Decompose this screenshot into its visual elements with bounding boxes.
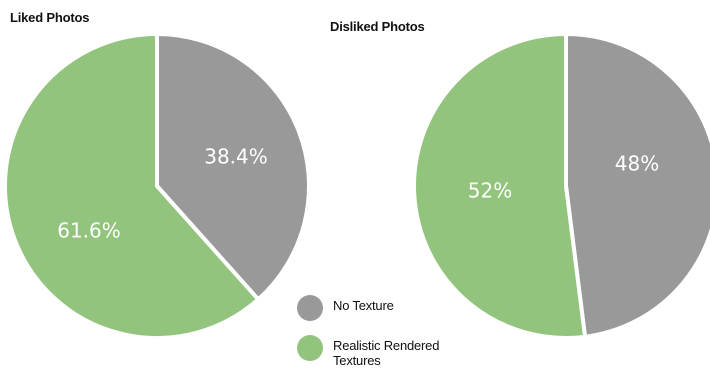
pie-slice-liked-realistic xyxy=(3,32,261,340)
chart-title-disliked: Disliked Photos xyxy=(330,19,425,34)
legend-label-realistic-line-1: Realistic Rendered xyxy=(333,338,440,353)
slice-label-disliked-no-texture: 48% xyxy=(615,152,659,176)
slice-label-liked-no-texture: 38.4% xyxy=(204,145,268,169)
legend-swatch-realistic xyxy=(297,335,323,361)
chart-title-liked: Liked Photos xyxy=(10,10,90,25)
pie-liked: 38.4% 61.6% xyxy=(3,32,311,340)
pie-disliked: 48% 52% xyxy=(412,32,710,340)
pie-slice-liked-no-texture xyxy=(155,32,311,302)
legend-label-realistic-line-2: Textures xyxy=(333,353,381,368)
slice-label-liked-realistic: 61.6% xyxy=(57,219,121,243)
pie-slice-disliked-realistic xyxy=(412,32,588,340)
legend-label-no-texture: No Texture xyxy=(333,298,394,313)
slice-label-disliked-realistic: 52% xyxy=(468,179,512,203)
pie-slice-disliked-no-texture xyxy=(564,32,710,339)
legend-label-realistic: Realistic Rendered Textures xyxy=(333,338,439,368)
legend-swatch-no-texture xyxy=(297,295,323,321)
legend-label-no-texture-line: No Texture xyxy=(333,298,394,313)
